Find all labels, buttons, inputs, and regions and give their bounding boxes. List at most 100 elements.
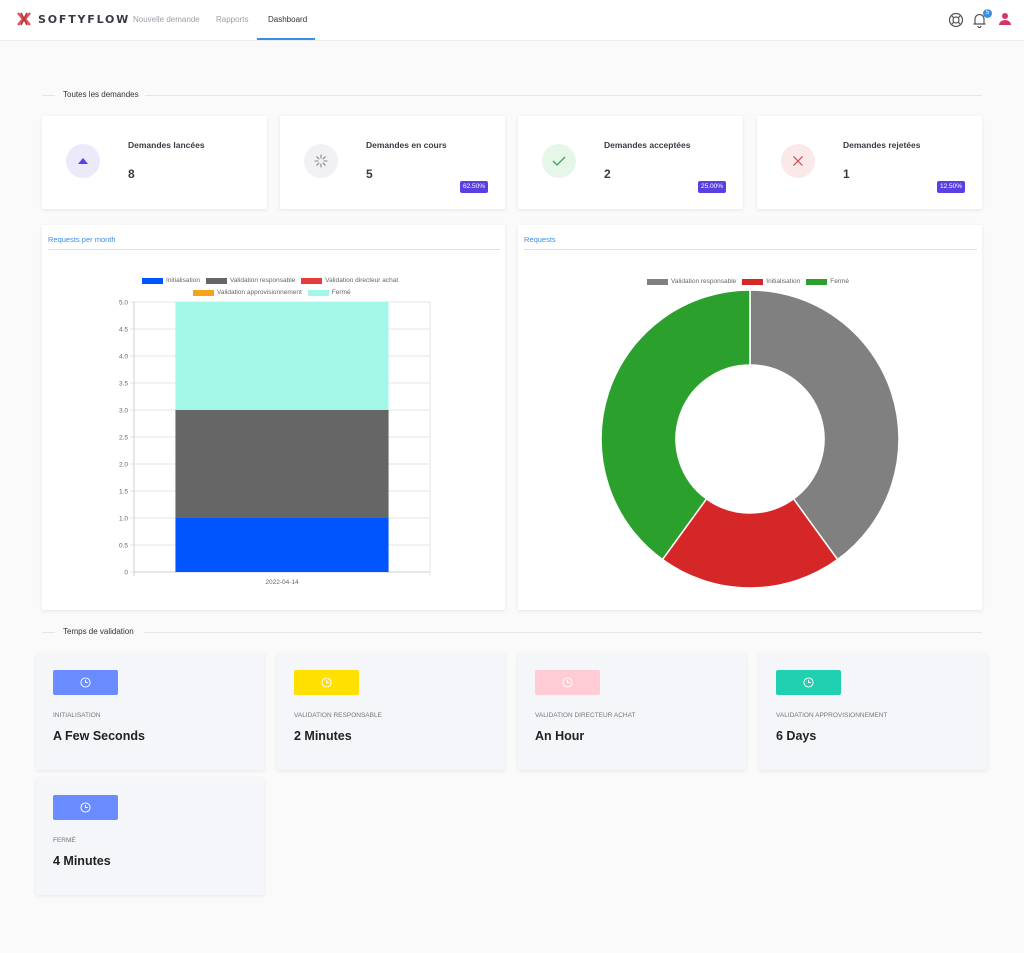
legend-label: Fermé [331,289,351,296]
y-tick-label: 4.5 [119,327,128,334]
validation-duration: 6 Days [776,729,817,743]
donut-slice [749,289,900,561]
stat-icon-bg [66,144,100,178]
stat-value: 5 [366,167,373,181]
validation-duration: An Hour [535,729,585,743]
brand-name: SOFTYFLOW [38,12,131,26]
validation-stage-label: Validation approvisionnement [776,712,888,719]
validation-duration: A Few Seconds [53,729,145,743]
section-header-all-requests: Toutes les demandes [42,89,982,101]
triangle-up-icon [78,158,88,164]
clock-pill [53,670,118,695]
tab-divider [524,249,977,250]
nav-rapports[interactable]: Rapports [216,15,249,24]
validation-card: Fermé 4 Minutes [36,778,264,895]
legend-label: Validation responsable [229,277,296,284]
stat-icon-bg [781,144,815,178]
legend-item[interactable]: Initialisation [142,277,200,284]
y-tick-label: 4.0 [119,354,128,361]
legend-item[interactable]: Validation responsable [205,277,296,284]
section-title: Toutes les demandes [63,90,139,99]
clock-icon [321,677,332,688]
validation-stage-label: Fermé [53,837,76,844]
y-tick-label: 3.0 [119,408,128,415]
chart-card-requests: Requests Validation responsable Initiali… [518,225,982,610]
stat-title: Demandes rejetées [843,140,921,150]
stat-title: Demandes en cours [366,140,447,150]
stat-value: 2 [604,167,611,181]
legend-item[interactable]: Validation responsable [647,278,736,285]
validation-duration: 4 Minutes [53,854,111,868]
y-tick-label: 3.5 [119,381,128,388]
section-title: Temps de validation [63,627,134,636]
y-tick-label: 0.5 [119,543,128,550]
check-icon [552,156,566,166]
validation-card: Validation responsable 2 Minutes [277,653,505,770]
donut-slice [661,497,839,589]
bell-icon[interactable] [972,12,987,28]
clock-pill [53,795,118,820]
legend-label: Validation responsable [671,278,737,285]
nav-active-indicator [257,38,315,40]
stacked-bar-chart: 0 0.5 1.0 1.5 2.0 2.5 3.0 3.5 4.0 4.5 5.0 2022-04-1… [119,300,431,586]
donut-legend: Validation responsable Initialisation Fe… [647,278,849,285]
x-tick-label: 2022-04-14 [265,579,299,586]
y-tick-label: 0 [124,570,128,577]
legend-label: Validation directeur achat [325,277,399,284]
clock-icon [80,802,91,813]
chart-legend-row-1: Initialisation Validation responsable Va… [142,277,398,284]
legend-item[interactable]: Initialisation [742,278,800,285]
donut-chart [600,289,900,589]
nav-dashboard[interactable]: Dashboard [268,15,308,24]
validation-stage-label: Initialisation [53,712,101,719]
brand-logo-icon [17,12,31,26]
tab-divider [48,249,500,250]
legend-item[interactable]: Validation approvisionnement [193,289,302,296]
notification-badge: 5 [983,9,992,18]
legend-label: Validation approvisionnement [217,289,302,296]
stat-card-rejected: Demandes rejetées 1 12.50% [757,116,982,209]
legend-item[interactable]: Fermé [806,278,849,285]
stat-icon-bg [304,144,338,178]
chart-card-requests-per-month: Requests per month Initialisation Valida… [42,225,505,610]
validation-card: Initialisation A Few Seconds [36,653,264,770]
bar-segment [175,302,389,410]
validation-duration: 2 Minutes [294,729,352,743]
clock-icon [803,677,814,688]
chart-legend-row-2: Validation approvisionnement Fermé [193,289,351,296]
stat-title: Demandes acceptées [604,140,691,150]
stat-card-in-progress: Demandes en cours 5 62.50% [280,116,505,209]
stat-card-launched: Demandes lancées 8 [42,116,267,209]
validation-card: Validation directeur achat An Hour [518,653,746,770]
close-icon [793,156,803,166]
clock-pill [294,670,359,695]
donut-slice [600,289,751,561]
validation-stage-label: Validation directeur achat [535,712,636,719]
section-header-validation-time: Temps de validation [42,626,982,638]
y-tick-label: 1.0 [119,516,128,523]
user-avatar-icon[interactable] [999,12,1011,26]
stat-value: 8 [128,167,135,181]
y-tick-label: 1.5 [119,489,128,496]
clock-icon [562,677,573,688]
clock-icon [80,677,91,688]
nav-nouvelle-demande[interactable]: Nouvelle demande [133,15,200,24]
legend-label: Fermé [830,278,850,285]
stat-value: 1 [843,167,850,181]
stat-card-accepted: Demandes acceptées 2 25.00% [518,116,743,209]
legend-item[interactable]: Validation directeur achat [301,277,398,284]
y-tick-label: 5.0 [119,300,128,307]
stat-title: Demandes lancées [128,140,205,150]
clock-pill [776,670,841,695]
bar-segment [175,518,389,572]
stat-percentage-badge: 25.00% [697,181,726,193]
top-navbar: SOFTYFLOW Nouvelle demande Rapports Dash… [0,0,1024,41]
support-lifebuoy-icon[interactable] [948,12,964,28]
clock-pill [535,670,600,695]
y-tick-label: 2.5 [119,435,128,442]
legend-item[interactable]: Fermé [307,289,351,296]
stat-percentage-badge: 12.50% [936,181,965,193]
brand-logo[interactable]: SOFTYFLOW [16,11,130,27]
stat-percentage-badge: 62.50% [459,181,488,193]
legend-label: Initialisation [166,277,200,284]
